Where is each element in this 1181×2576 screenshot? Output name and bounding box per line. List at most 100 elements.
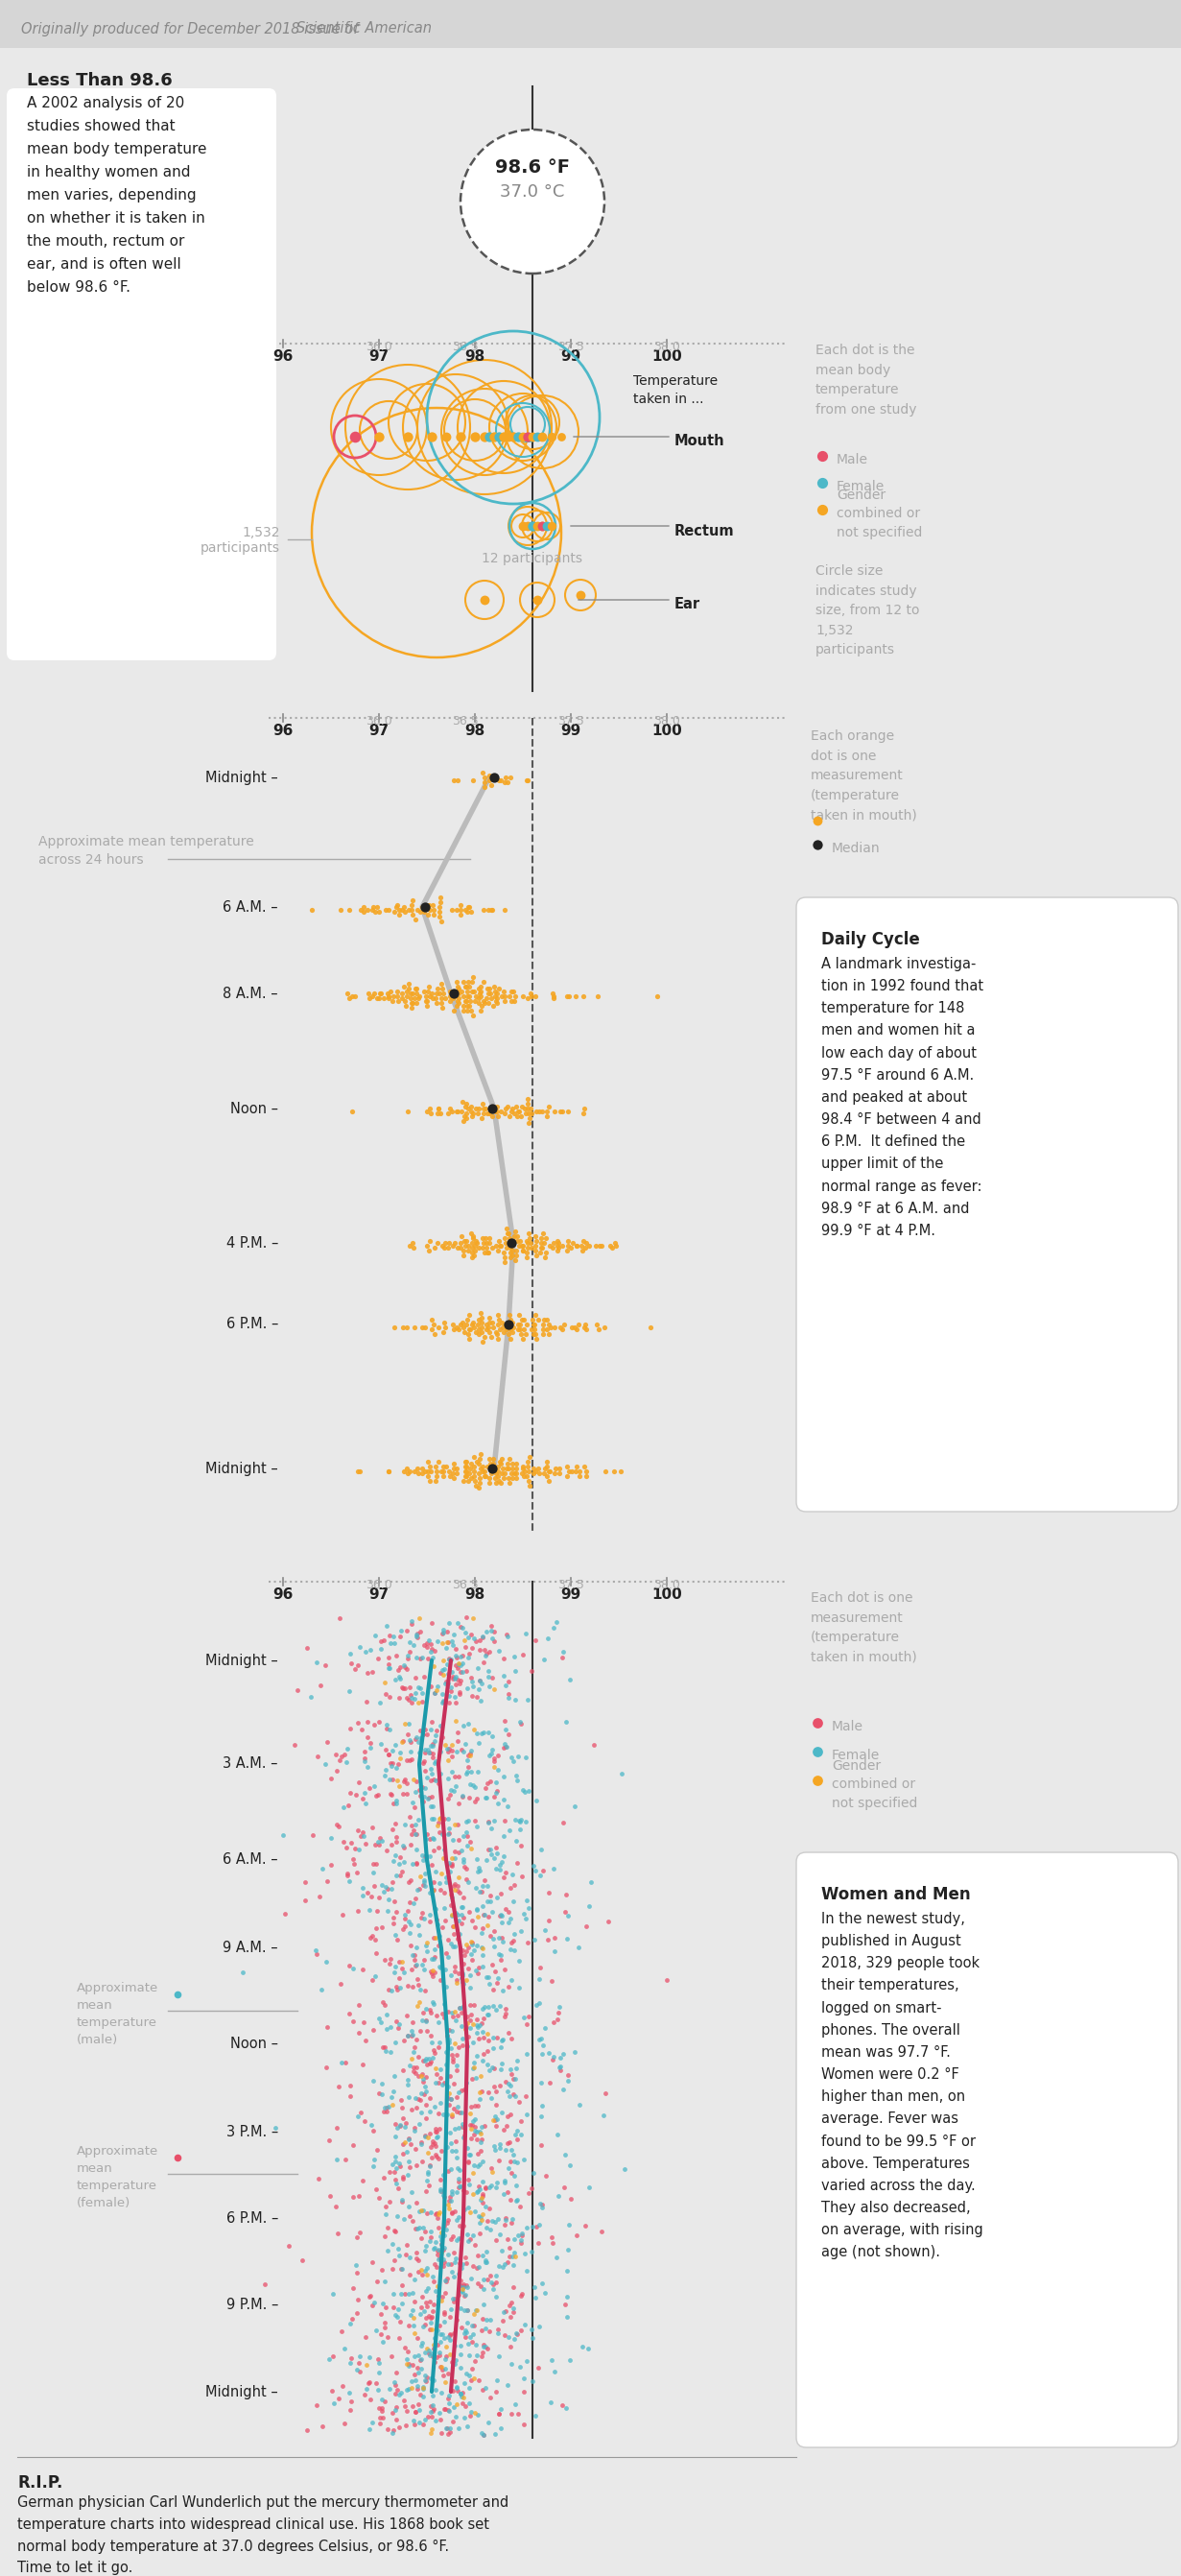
Point — [376, 2087, 394, 2128]
Point — [426, 2269, 445, 2311]
Point — [489, 1221, 508, 1262]
Point — [517, 1303, 536, 1345]
Point — [393, 2123, 412, 2164]
Point — [484, 1837, 503, 1878]
Point — [445, 2089, 464, 2130]
Point — [469, 2236, 488, 2277]
Point — [416, 2331, 435, 2372]
Point — [479, 1631, 498, 1672]
Point — [548, 1999, 567, 2040]
Point — [550, 1306, 569, 1347]
Point — [410, 1981, 429, 2022]
Point — [399, 2063, 418, 2105]
Point — [457, 1811, 476, 1852]
Point — [454, 1234, 472, 1275]
Point — [464, 971, 483, 1012]
Point — [452, 2017, 471, 2058]
Point — [376, 2215, 394, 2257]
Point — [474, 1218, 492, 1260]
Point — [469, 2195, 488, 2236]
Point — [481, 1092, 500, 1133]
Point — [416, 1865, 435, 1906]
Point — [398, 417, 417, 459]
Point — [403, 1677, 422, 1718]
Point — [462, 1935, 481, 1976]
Point — [455, 1311, 474, 1352]
Point — [477, 1610, 496, 1651]
Point — [537, 1455, 556, 1497]
Point — [477, 2329, 496, 2370]
Point — [409, 2251, 428, 2293]
Point — [485, 2099, 504, 2141]
Point — [435, 2205, 454, 2246]
Point — [384, 1860, 403, 1901]
Point — [515, 2303, 534, 2344]
Point — [522, 2308, 541, 2349]
Point — [415, 2367, 433, 2409]
Point — [406, 969, 425, 1010]
Point — [448, 1994, 466, 2035]
Point — [333, 2043, 352, 2084]
Point — [576, 1455, 595, 1497]
Point — [549, 2174, 568, 2215]
Point — [380, 1615, 399, 1656]
Point — [438, 1919, 457, 1960]
Point — [390, 1842, 409, 1883]
Point — [429, 1826, 448, 1868]
Point — [417, 2038, 436, 2079]
Point — [425, 1741, 444, 1783]
Point — [354, 886, 373, 927]
Point — [340, 1945, 359, 1986]
Point — [340, 1633, 359, 1674]
Point — [420, 1461, 439, 1502]
Point — [366, 1919, 385, 1960]
Point — [533, 1221, 552, 1262]
Point — [496, 2197, 515, 2239]
Point — [340, 1772, 359, 1814]
Point — [533, 1850, 552, 1891]
Point — [568, 1224, 587, 1265]
Point — [513, 1855, 531, 1896]
Point — [407, 2087, 426, 2128]
Point — [406, 2128, 425, 2169]
Point — [508, 1842, 527, 1883]
Point — [526, 1224, 544, 1265]
Point — [494, 1638, 513, 1680]
Point — [424, 2360, 443, 2401]
Point — [324, 2383, 342, 2424]
Point — [537, 1095, 556, 1136]
Point — [451, 2372, 470, 2414]
Point — [353, 2043, 372, 2084]
Point — [588, 976, 607, 1018]
Point — [405, 2403, 424, 2445]
Point — [437, 1628, 456, 1669]
Point — [398, 1772, 417, 1814]
Point — [385, 2159, 404, 2200]
Point — [470, 2213, 489, 2254]
Point — [487, 2221, 505, 2262]
Point — [398, 1636, 417, 1677]
Point — [557, 2251, 576, 2293]
Point — [554, 1631, 573, 1672]
Point — [433, 2094, 452, 2136]
Point — [423, 1775, 442, 1816]
Point — [487, 1453, 505, 1494]
Point — [353, 1868, 372, 1909]
Point — [442, 1770, 461, 1811]
Point — [412, 2056, 431, 2097]
Point — [481, 2300, 500, 2342]
Point — [446, 2130, 465, 2172]
Point — [504, 2267, 523, 2308]
Point — [402, 1731, 420, 1772]
Point — [446, 1306, 465, 1347]
Point — [474, 1450, 492, 1492]
Point — [468, 1999, 487, 2040]
Point — [348, 1703, 367, 1744]
Point — [455, 2107, 474, 2148]
Point — [448, 2200, 466, 2241]
Point — [444, 2063, 463, 2105]
Point — [461, 2396, 479, 2437]
Point — [431, 2226, 450, 2267]
Point — [482, 1610, 501, 1651]
Point — [454, 2205, 472, 2246]
